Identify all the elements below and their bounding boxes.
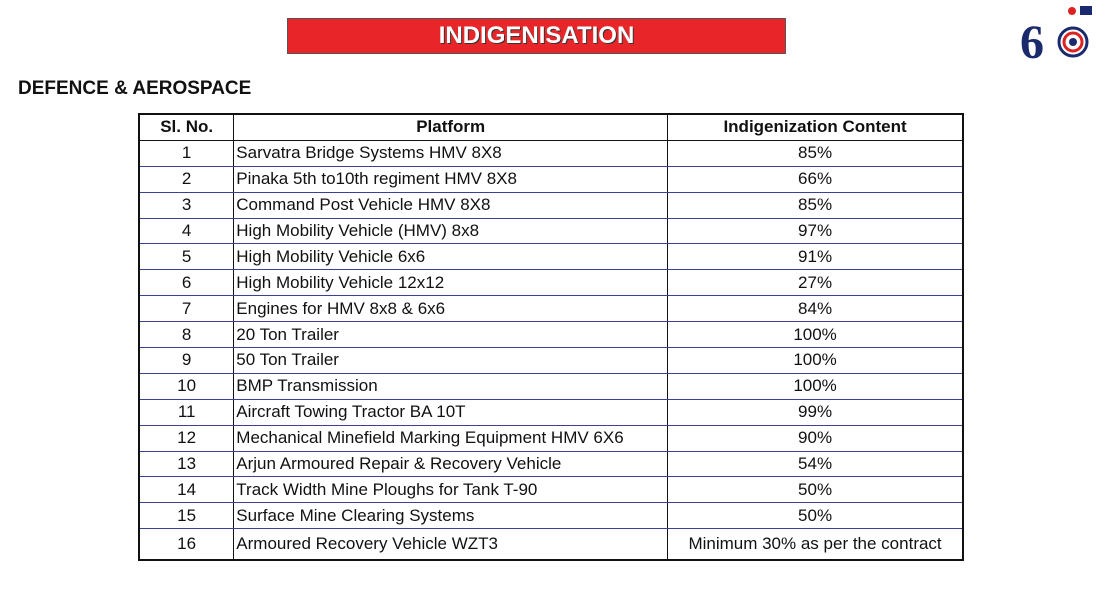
table-cell: 11 bbox=[138, 399, 235, 426]
column-header: Indigenization Content bbox=[667, 114, 964, 141]
table-cell: Pinaka 5th to10th regiment HMV 8X8 bbox=[233, 166, 669, 193]
table-cell: Mechanical Minefield Marking Equipment H… bbox=[233, 425, 669, 452]
table-cell: 50 Ton Trailer bbox=[233, 347, 669, 374]
logo-mark: 6 bbox=[1020, 16, 1044, 69]
table-row: 1 Sarvatra Bridge Systems HMV 8X8 85% bbox=[138, 140, 964, 167]
table-row: 7 Engines for HMV 8x8 & 6x6 84% bbox=[138, 295, 964, 323]
table-cell: 54% bbox=[667, 451, 964, 478]
table-row: 12 Mechanical Minefield Marking Equipment… bbox=[138, 425, 964, 452]
table-cell: 50% bbox=[667, 502, 964, 530]
table-cell: 3 bbox=[138, 192, 235, 219]
table-cell: 100% bbox=[667, 347, 964, 374]
table-cell: 10 bbox=[138, 373, 235, 400]
table-cell: 6 bbox=[138, 269, 235, 297]
table-row: 3 Command Post Vehicle HMV 8X8 85% bbox=[138, 192, 964, 219]
table-cell: 100% bbox=[667, 321, 964, 349]
table-cell: 16 bbox=[138, 528, 235, 561]
table-cell: Arjun Armoured Repair & Recovery Vehicle bbox=[233, 451, 669, 478]
logo-ring bbox=[1062, 31, 1084, 53]
table-row: 10 BMP Transmission 100% bbox=[138, 373, 964, 400]
table-row: 2 Pinaka 5th to10th regiment HMV 8X8 66% bbox=[138, 166, 964, 193]
table-cell: 4 bbox=[138, 218, 235, 245]
logo: 6 bbox=[1020, 6, 1092, 69]
table-cell: 27% bbox=[667, 269, 964, 297]
table-row: 16 Armoured Recovery Vehicle WZT3 Minimum … bbox=[138, 528, 964, 561]
table-cell: 9 bbox=[138, 347, 235, 374]
table-row: 13 Arjun Armoured Repair & Recovery Vehic… bbox=[138, 451, 964, 478]
table-cell: 85% bbox=[667, 140, 964, 167]
table-cell: 20 Ton Trailer bbox=[233, 321, 669, 349]
table-cell: 13 bbox=[138, 451, 235, 478]
table-cell: 99% bbox=[667, 399, 964, 426]
table-cell: 15 bbox=[138, 502, 235, 530]
table-cell: 8 bbox=[138, 321, 235, 349]
table-cell: High Mobility Vehicle 12x12 bbox=[233, 269, 669, 297]
table-cell: Minimum 30% as per the contract bbox=[667, 528, 964, 561]
table-row: 15 Surface Mine Clearing Systems 50% bbox=[138, 502, 964, 530]
table-cell: Track Width Mine Ploughs for Tank T-90 bbox=[233, 476, 669, 504]
table-cell: Armoured Recovery Vehicle WZT3 bbox=[233, 528, 669, 561]
table-row: 6 High Mobility Vehicle 12x12 27% bbox=[138, 269, 964, 297]
table-cell: 84% bbox=[667, 295, 964, 323]
logo-dot bbox=[1069, 38, 1077, 46]
logo-dot bbox=[1068, 7, 1076, 15]
table-cell: High Mobility Vehicle 6x6 bbox=[233, 243, 669, 271]
table-cell: 5 bbox=[138, 243, 235, 271]
table-cell: 12 bbox=[138, 425, 235, 452]
table-row: 8 20 Ton Trailer 100% bbox=[138, 321, 964, 349]
title-bar: INDIGENISATION bbox=[287, 18, 786, 54]
subtitle: DEFENCE & AEROSPACE bbox=[18, 78, 252, 99]
table-cell: 2 bbox=[138, 166, 235, 193]
table-cell: 66% bbox=[667, 166, 964, 193]
table-cell: Engines for HMV 8x8 & 6x6 bbox=[233, 295, 669, 323]
table-row: 4 High Mobility Vehicle (HMV) 8x8 97% bbox=[138, 218, 964, 245]
table-cell: 1 bbox=[138, 140, 235, 167]
table-body: 1 Sarvatra Bridge Systems HMV 8X8 85% 2 Pina… bbox=[138, 140, 964, 561]
table-cell: 97% bbox=[667, 218, 964, 245]
table-cell: 50% bbox=[667, 476, 964, 504]
table-row: 14 Track Width Mine Ploughs for Tank T-90… bbox=[138, 476, 964, 504]
table-cell: 90% bbox=[667, 425, 964, 452]
logo-block bbox=[1080, 6, 1092, 15]
table-row: 5 High Mobility Vehicle 6x6 91% bbox=[138, 243, 964, 271]
table-cell: Command Post Vehicle HMV 8X8 bbox=[233, 192, 669, 219]
table-cell: 85% bbox=[667, 192, 964, 219]
table-cell: Aircraft Towing Tractor BA 10T bbox=[233, 399, 669, 426]
column-header: Sl. No. bbox=[138, 114, 235, 141]
header-row: Sl. No. Platform Indigenization Content bbox=[138, 114, 964, 141]
table-cell: Sarvatra Bridge Systems HMV 8X8 bbox=[233, 140, 669, 167]
logo-ring bbox=[1057, 26, 1089, 58]
column-header: Platform bbox=[233, 114, 669, 141]
table-cell: 100% bbox=[667, 373, 964, 400]
table-cell: High Mobility Vehicle (HMV) 8x8 bbox=[233, 218, 669, 245]
table-row: 11 Aircraft Towing Tractor BA 10T 99% bbox=[138, 399, 964, 426]
table-row: 9 50 Ton Trailer 100% bbox=[138, 347, 964, 374]
table-cell: Surface Mine Clearing Systems bbox=[233, 502, 669, 530]
table-cell: 91% bbox=[667, 243, 964, 271]
table-cell: 7 bbox=[138, 295, 235, 323]
table-cell: 14 bbox=[138, 476, 235, 504]
table-cell: BMP Transmission bbox=[233, 373, 669, 400]
